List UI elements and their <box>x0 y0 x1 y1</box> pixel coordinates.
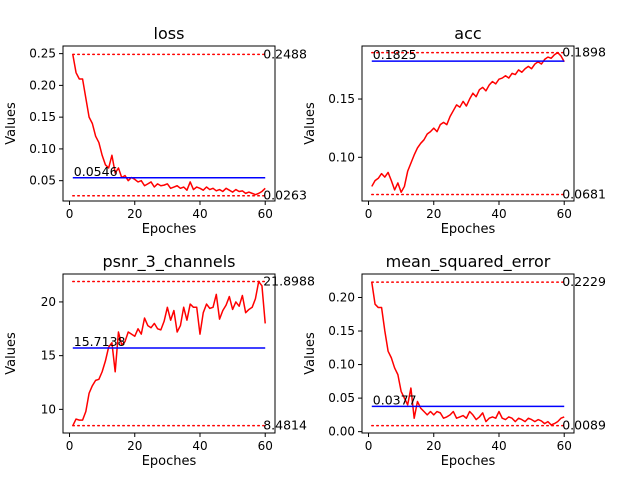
plot-frame <box>62 45 276 202</box>
y-tick-label: 0.10 <box>328 150 355 164</box>
x-tick-label: 20 <box>127 439 142 453</box>
plot-frame <box>361 273 575 434</box>
plot-frame <box>62 273 276 434</box>
max-label: 0.2229 <box>562 274 606 289</box>
chart-title: psnr_3_channels <box>102 252 235 272</box>
x-axis-label: Epoches <box>441 454 496 469</box>
chart-title: loss <box>154 24 185 43</box>
y-axis-label: Values <box>303 102 318 145</box>
x-axis-label: Epoches <box>142 222 197 237</box>
mean-label: 15.7138 <box>74 334 126 349</box>
y-tick-label: 0.05 <box>29 174 56 188</box>
y-axis-label: Values <box>303 332 318 375</box>
max-label: 0.2488 <box>263 46 307 61</box>
y-tick-label: 20 <box>41 295 56 309</box>
y-axis-label: Values <box>4 332 19 375</box>
y-tick-label: 0.00 <box>328 425 355 439</box>
y-tick-label: 0.20 <box>328 290 355 304</box>
chart-title: acc <box>454 24 481 43</box>
y-tick-label: 0.05 <box>328 391 355 405</box>
y-tick-label: 0.10 <box>328 358 355 372</box>
x-tick-label: 60 <box>557 207 572 221</box>
x-tick-label: 0 <box>365 439 373 453</box>
x-tick-label: 40 <box>491 439 506 453</box>
y-tick-label: 0.25 <box>29 47 56 61</box>
series-line <box>72 280 266 427</box>
y-tick-label: 15 <box>41 349 56 363</box>
max-label: 0.1898 <box>562 45 606 60</box>
x-tick-label: 20 <box>127 207 142 221</box>
y-tick-label: 0.15 <box>328 324 355 338</box>
x-tick-label: 0 <box>365 207 373 221</box>
y-tick-label: 0.10 <box>29 142 56 156</box>
y-tick-label: 10 <box>41 402 56 416</box>
subplot-1: loss 0 20 40 60 0.05 0.10 0.15 0.20 0.25 Epoches Va… <box>4 24 307 237</box>
min-label: 0.0681 <box>562 186 606 201</box>
x-tick-label: 0 <box>66 439 74 453</box>
x-axis-label: Epoches <box>142 454 197 469</box>
chart-title: mean_squared_error <box>386 252 551 272</box>
x-tick-label: 0 <box>66 207 74 221</box>
subplot-2: acc 0 20 40 60 0.10 0.15 Epoches Values 0.1825 0.1… <box>303 24 606 237</box>
mean-label: 0.1825 <box>373 47 417 62</box>
series-line <box>72 54 266 196</box>
y-tick-label: 0.20 <box>29 78 56 92</box>
series-line <box>371 282 565 426</box>
x-tick-label: 40 <box>192 439 207 453</box>
y-axis-label: Values <box>4 102 19 145</box>
x-axis-label: Epoches <box>441 222 496 237</box>
x-tick-label: 60 <box>258 207 273 221</box>
min-label: 0.0089 <box>562 418 606 433</box>
x-tick-label: 60 <box>258 439 273 453</box>
mean-label: 0.0546 <box>74 164 118 179</box>
x-tick-label: 20 <box>426 207 441 221</box>
x-tick-label: 40 <box>491 207 506 221</box>
min-label: 0.0263 <box>263 188 307 203</box>
x-tick-label: 40 <box>192 207 207 221</box>
y-tick-label: 0.15 <box>328 92 355 106</box>
max-label: 21.8988 <box>263 274 315 289</box>
series-line <box>371 51 565 194</box>
x-tick-label: 60 <box>557 439 572 453</box>
plot-frame <box>361 45 575 202</box>
y-tick-label: 0.15 <box>29 110 56 124</box>
min-label: 8.4814 <box>263 418 307 433</box>
subplot-4: mean_squared_error 0 20 40 60 0.00 0.05 0.10 0.1… <box>303 252 606 469</box>
mean-label: 0.0377 <box>373 392 417 407</box>
x-tick-label: 20 <box>426 439 441 453</box>
